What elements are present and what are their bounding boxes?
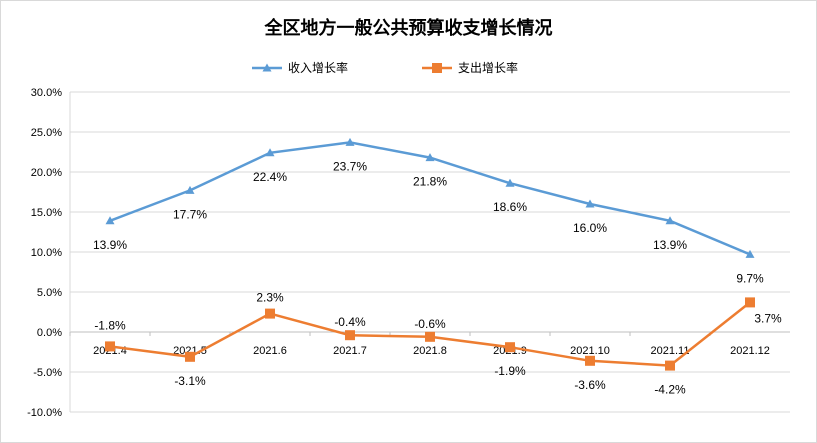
series-2: -1.8% -3.1% 2.3% -0.4% -0.6% -1.9% -3.6% -4.2% 3… bbox=[94, 291, 782, 397]
data-point bbox=[345, 330, 355, 341]
gridlines bbox=[70, 91, 790, 413]
data-point bbox=[585, 199, 595, 208]
data-label: -3.6% bbox=[574, 378, 606, 392]
series-1: 13.9% 17.7% 22.4% 23.7% 21.8% 18.6% 16.0% 13.9%… bbox=[93, 137, 764, 285]
x-tick-label: 2021.7 bbox=[333, 345, 367, 357]
data-label: 16.0% bbox=[573, 221, 607, 235]
y-axis: 30.0% 25.0% 20.0% 15.0% 10.0% 5.0% 0.0% -5.0% -1… bbox=[27, 87, 71, 419]
x-tick-label: 2021.11 bbox=[651, 345, 690, 357]
data-point bbox=[425, 331, 435, 342]
y-tick-label: 20.0% bbox=[31, 167, 62, 179]
y-tick-label: 5.0% bbox=[37, 287, 62, 299]
data-point bbox=[585, 355, 595, 366]
data-label: -3.1% bbox=[174, 374, 206, 388]
x-tick-label: 2021.6 bbox=[253, 345, 287, 357]
data-label: -4.2% bbox=[654, 383, 686, 397]
y-tick-label: 15.0% bbox=[31, 207, 62, 219]
data-point bbox=[505, 342, 515, 353]
data-label: -1.9% bbox=[494, 364, 526, 378]
legend-label: 收入增长率 bbox=[288, 60, 348, 75]
legend: 收入增长率 支出增长率 bbox=[252, 60, 518, 75]
data-point bbox=[345, 137, 355, 146]
data-point bbox=[505, 178, 515, 187]
y-tick-label: 10.0% bbox=[31, 247, 62, 259]
data-point bbox=[105, 341, 115, 352]
data-point bbox=[105, 216, 115, 225]
series-group: 13.9% 17.7% 22.4% 23.7% 21.8% 18.6% 16.0% 13.9%… bbox=[93, 137, 782, 397]
y-tick-label: 25.0% bbox=[31, 127, 62, 139]
data-label: 17.7% bbox=[173, 207, 207, 221]
data-point bbox=[665, 216, 675, 225]
legend-item-2: 支出增长率 bbox=[422, 60, 518, 75]
x-tick-label: 2021.8 bbox=[413, 345, 447, 357]
x-tick-label: 2021.10 bbox=[570, 345, 610, 357]
data-point bbox=[745, 249, 755, 258]
data-point bbox=[745, 297, 755, 308]
legend-marker bbox=[262, 63, 272, 72]
data-label: 23.7% bbox=[333, 159, 367, 173]
y-tick-label: 0.0% bbox=[37, 327, 62, 339]
x-tick-label: 2021.12 bbox=[730, 345, 770, 357]
data-point bbox=[185, 185, 195, 194]
data-point bbox=[265, 308, 275, 319]
y-tick-label: -5.0% bbox=[33, 367, 62, 379]
legend-marker bbox=[432, 63, 442, 73]
data-label: -0.6% bbox=[414, 317, 446, 331]
y-tick-label: -10.0% bbox=[27, 407, 62, 419]
x-tick-label: 2021.5 bbox=[173, 345, 207, 357]
data-label: 13.9% bbox=[653, 238, 687, 252]
data-label: 13.9% bbox=[93, 238, 127, 252]
data-label: 21.8% bbox=[413, 175, 447, 189]
legend-item-1: 收入增长率 bbox=[252, 60, 348, 75]
data-label: 22.4% bbox=[253, 170, 287, 184]
chart-title: 全区地方一般公共预算收支增长情况 bbox=[264, 18, 553, 39]
data-point bbox=[665, 360, 675, 371]
data-label: 9.7% bbox=[736, 271, 764, 285]
data-point bbox=[425, 153, 435, 162]
data-label: 3.7% bbox=[754, 311, 782, 325]
data-point bbox=[265, 148, 275, 157]
data-label: -1.8% bbox=[94, 318, 126, 332]
data-label: -0.4% bbox=[334, 315, 366, 329]
legend-label: 支出增长率 bbox=[458, 60, 518, 75]
data-point bbox=[185, 351, 195, 362]
data-label: 18.6% bbox=[493, 200, 527, 214]
data-label: 2.3% bbox=[256, 291, 284, 305]
y-tick-label: 30.0% bbox=[31, 87, 62, 99]
